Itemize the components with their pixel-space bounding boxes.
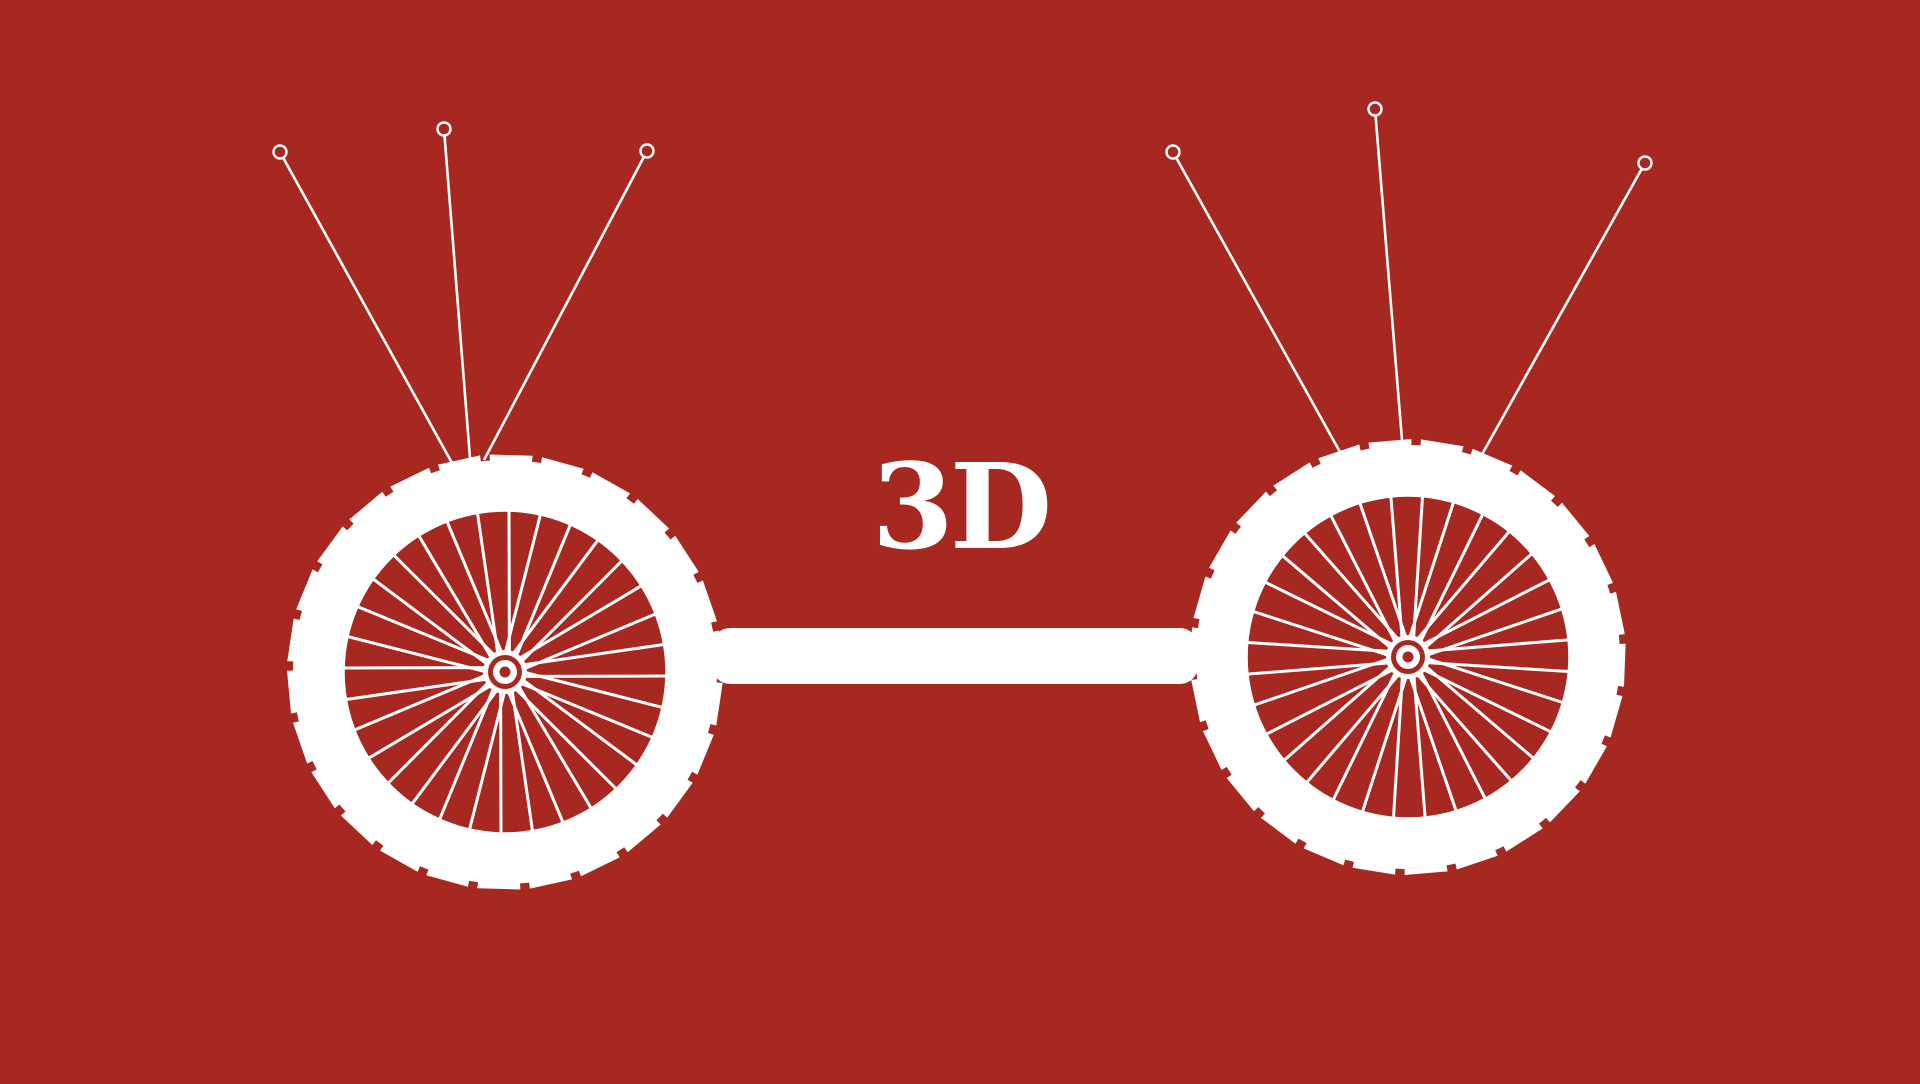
- pin-line: [1375, 109, 1402, 440]
- axle-bar: [712, 628, 1198, 684]
- pin-head-icon: [438, 123, 451, 136]
- pin-head-icon: [641, 145, 654, 158]
- pin-line: [280, 152, 452, 463]
- right-wheel-icon: [1167, 103, 1652, 876]
- hub-axle: [1403, 652, 1414, 663]
- pin-line: [1173, 152, 1340, 452]
- pin-head-icon: [1167, 146, 1180, 159]
- label-3d: 3D: [870, 452, 1050, 562]
- pin-head-icon: [1639, 157, 1652, 170]
- pin-head-icon: [274, 146, 287, 159]
- pin-head-icon: [1369, 103, 1382, 116]
- pin-line: [484, 151, 647, 460]
- pin-line: [444, 129, 470, 458]
- pin-line: [1480, 163, 1645, 458]
- left-wheel-icon: [274, 123, 724, 890]
- hub-axle: [500, 667, 511, 678]
